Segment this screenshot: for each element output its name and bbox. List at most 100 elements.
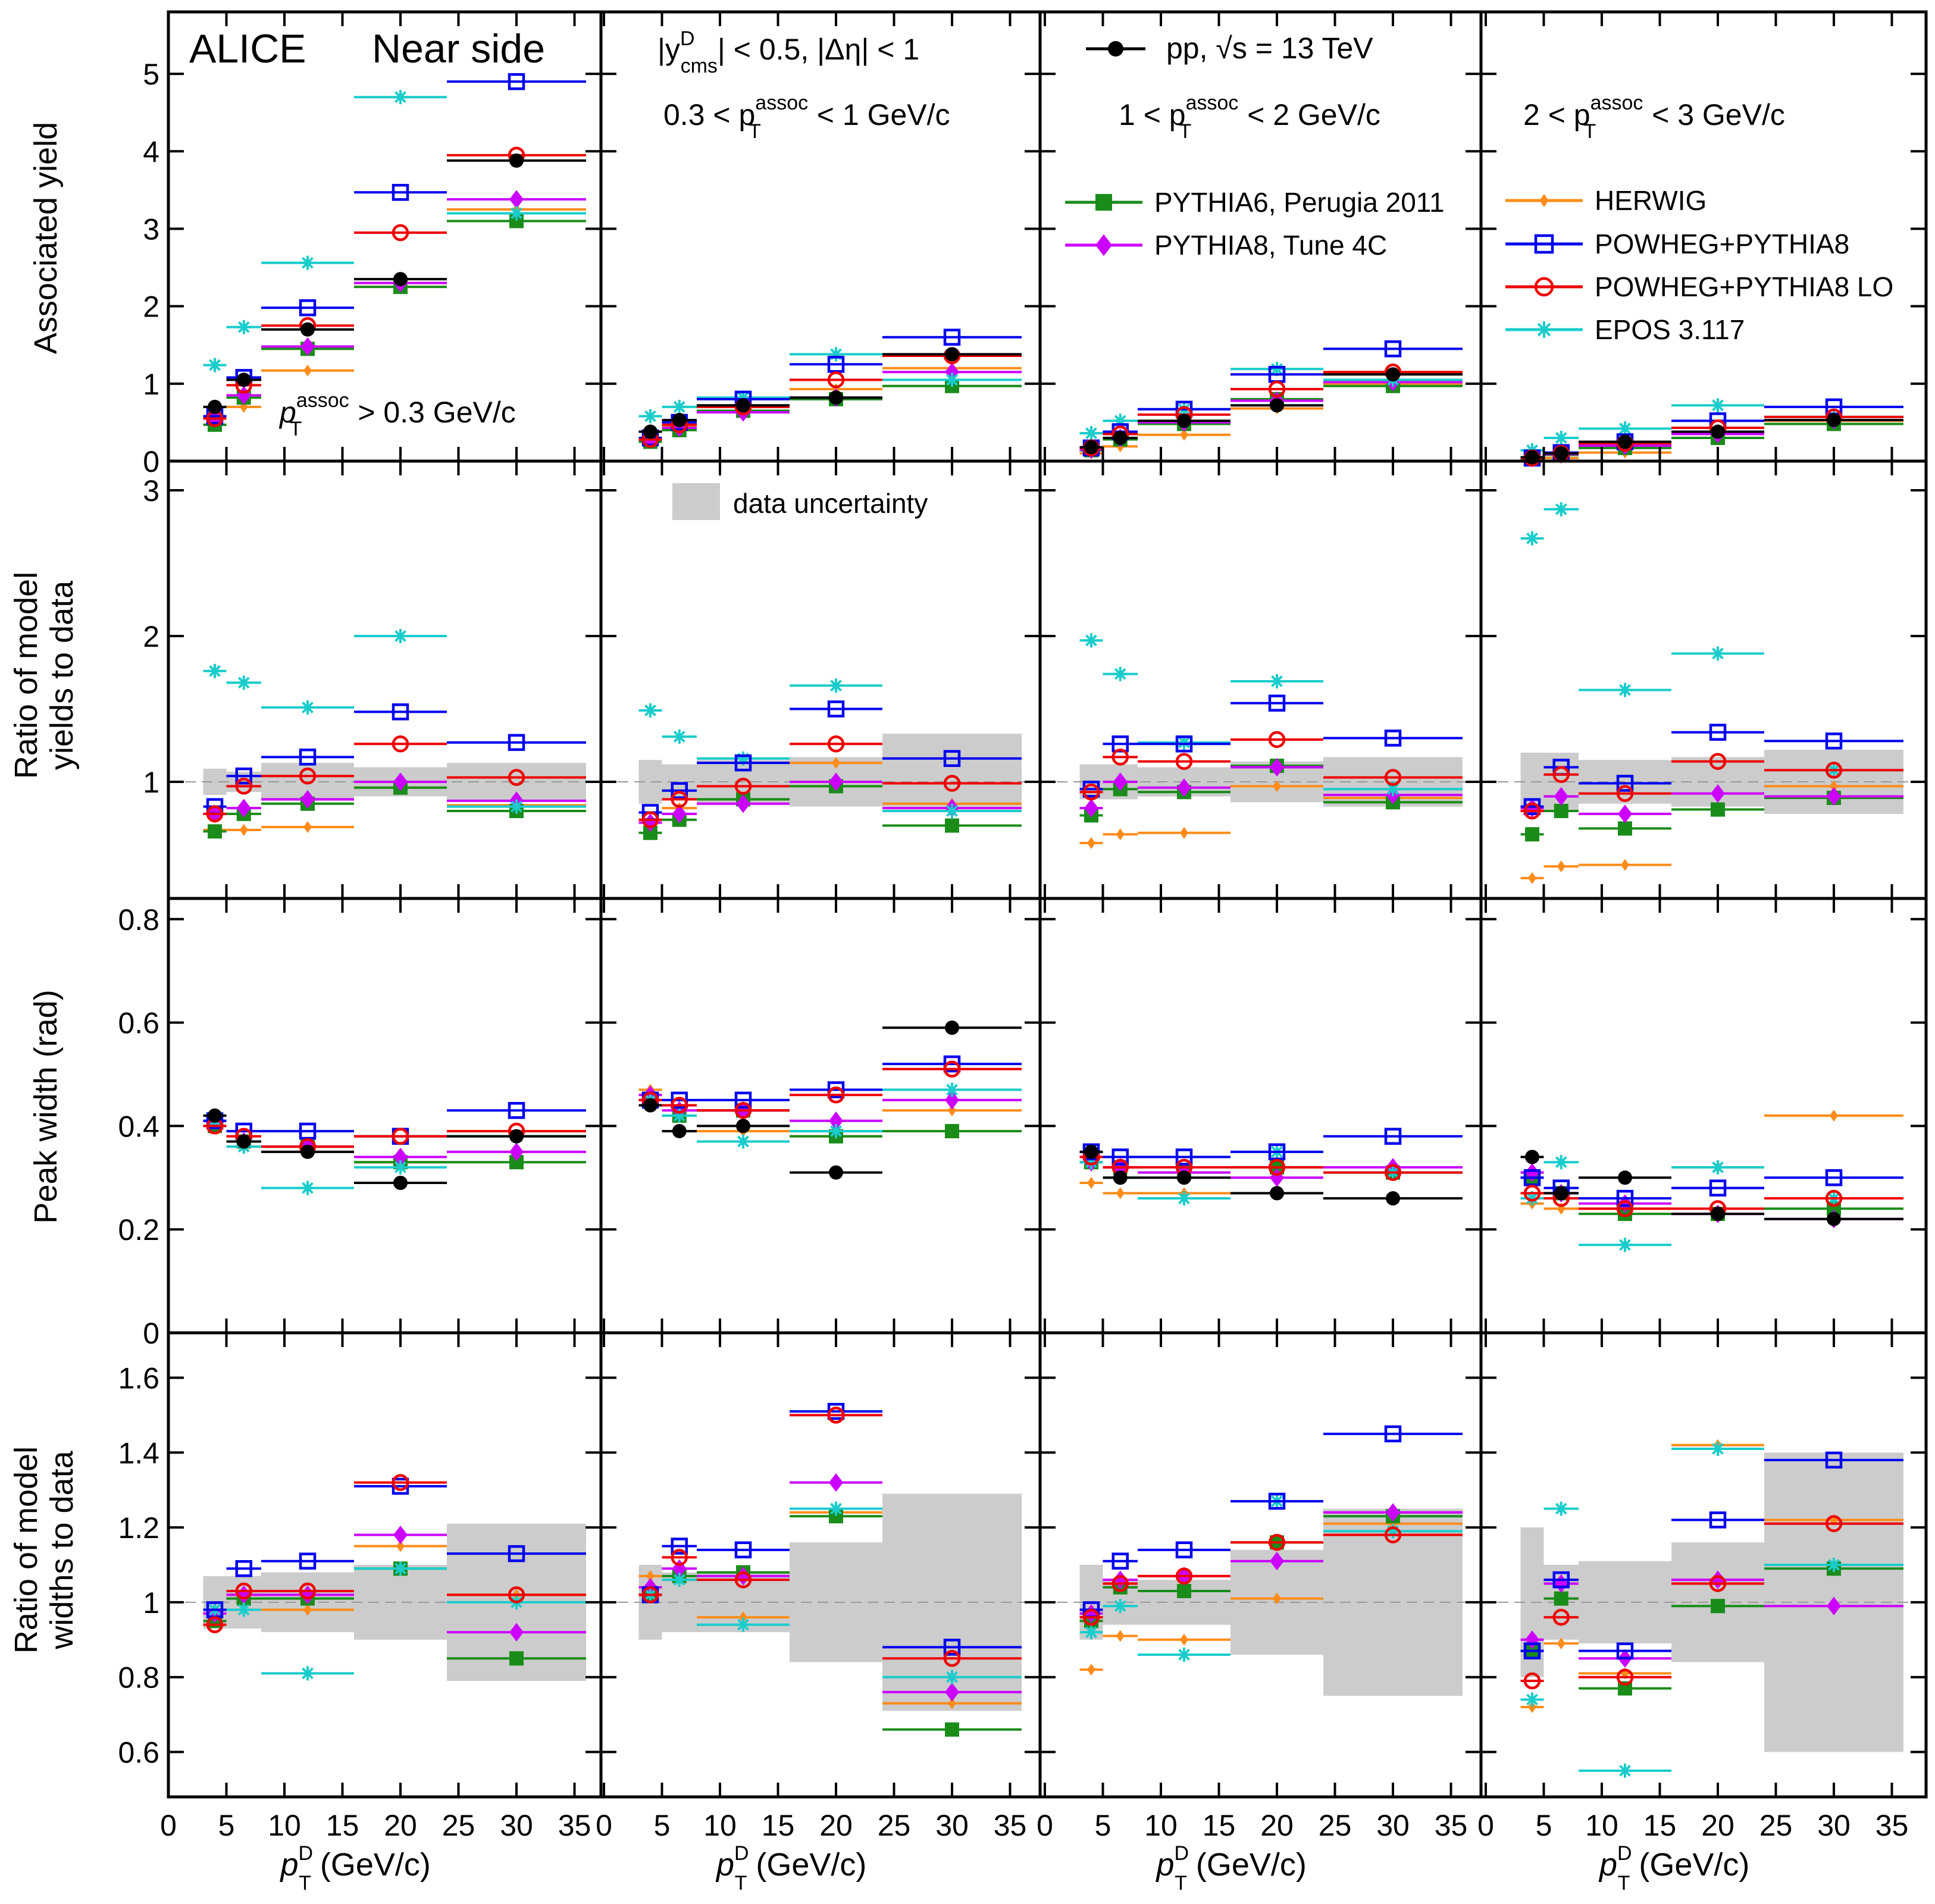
y-tick-label-r1: 1: [143, 766, 159, 799]
point-p8-r1c3p4: [1827, 787, 1841, 806]
point-p6-r2c1p4: [945, 1124, 959, 1139]
point-data-r0c3p4: [1827, 413, 1841, 428]
point-herwig-r3c2p1: [1116, 1630, 1125, 1642]
point-data-r0c2p2: [1177, 414, 1191, 428]
point-herwig-r2c2p0: [1087, 1176, 1095, 1189]
point-herwig-r1c2p3: [1273, 780, 1281, 793]
point-powheg_lo-r3c3p2: [1616, 1668, 1634, 1686]
point-p8-r1c0p2: [300, 790, 315, 809]
point-powheg_lo-r1c3p1: [1552, 766, 1570, 783]
x-title-sup: D: [1175, 1842, 1189, 1865]
point-herwig-r1c0p2: [303, 821, 312, 833]
point-data-r2c0p4: [509, 1129, 524, 1144]
point-epos-r1c3p3: [1711, 646, 1725, 661]
point-data-r2c2p3: [1270, 1186, 1284, 1201]
point-data-r2c2p2: [1177, 1170, 1191, 1185]
point-epos-r2c2p2: [1177, 1191, 1191, 1206]
point-herwig-r0c0p2: [303, 364, 312, 377]
point-epos-r0c3p1: [1554, 430, 1568, 445]
point-p8-r2c1p3: [829, 1111, 843, 1130]
point-p6-r3c3p1: [1554, 1591, 1568, 1606]
x-tick-label-c1: 5: [654, 1809, 671, 1842]
point-data-r0c0p4: [509, 153, 524, 168]
point-powheg-r3c2p1: [1111, 1552, 1129, 1570]
x-tick-label-c2: 10: [1144, 1809, 1178, 1842]
x-tick-label-c2: 25: [1319, 1809, 1352, 1842]
legend-label-powheg_lo: POWHEG+PYTHIA8 LO: [1595, 271, 1893, 302]
point-herwig-r3c3p1: [1557, 1637, 1565, 1650]
x-title-sup: D: [734, 1842, 749, 1865]
point-herwig-r3c1p0: [646, 1570, 655, 1582]
x-title-unit: (GeV/c): [1630, 1847, 1749, 1883]
point-epos-r0c0p1: [236, 320, 251, 334]
point-p8-r1c1p3: [829, 772, 843, 791]
y-title-row4-line1: Ratio of model: [8, 1446, 44, 1654]
point-powheg_lo-r3c1p0: [641, 1586, 659, 1604]
point-data-r2c1p1: [672, 1124, 687, 1139]
x-tick-label-c1: 10: [703, 1809, 737, 1842]
alice-label: ALICE: [189, 26, 306, 71]
point-epos-r2c1p2: [736, 1134, 750, 1149]
x-title-sub: T: [299, 1872, 311, 1894]
point-data-r0c1p3: [829, 390, 843, 405]
legend-marker-herwig: [1539, 194, 1549, 207]
point-powheg_lo-r3c0p3: [392, 1474, 409, 1491]
x-tick-label-c3: 35: [1875, 1809, 1909, 1842]
point-powheg-r1c3p3: [1709, 724, 1727, 741]
x-tick-label-c2: 35: [1435, 1809, 1468, 1842]
point-epos-r0c1p3: [829, 347, 843, 362]
point-powheg-r3c2p4: [1384, 1425, 1402, 1443]
point-powheg-r2c3p2: [1616, 1189, 1634, 1207]
point-p6-r1c1p4: [945, 818, 959, 833]
point-powheg_lo-r3c1p2: [734, 1571, 752, 1589]
y-tick-label-r3: 1.4: [118, 1436, 159, 1470]
point-powheg-r1c3p2: [1616, 775, 1634, 792]
point-data-r0c3p3: [1711, 424, 1725, 439]
point-epos-r2c3p3: [1711, 1160, 1725, 1175]
point-epos-r1c2p1: [1113, 666, 1128, 681]
point-powheg-r3c3p4: [1825, 1451, 1843, 1469]
point-herwig-r3c1p2: [739, 1611, 747, 1624]
x-tick-label-c0: 5: [218, 1809, 235, 1842]
point-herwig-r1c2p1: [1116, 828, 1125, 841]
point-powheg_lo-r2c3p4: [1825, 1189, 1843, 1207]
point-epos-r0c0p4: [509, 206, 524, 221]
point-data-r2c1p0: [643, 1098, 657, 1113]
y-title-row4-line2: widths to data: [44, 1450, 80, 1649]
point-powheg-r1c0p3: [392, 703, 409, 721]
x-axis-titles: pD T (GeV/c) pD T (GeV/c) pD T (GeV/c) pD T (Ge…: [280, 1842, 1750, 1894]
x-tick-label-c1: 0: [596, 1809, 612, 1842]
y-tick-label-r2: 0.4: [118, 1110, 159, 1143]
legend-label-powheg: POWHEG+PYTHIA8: [1595, 228, 1849, 259]
point-powheg_lo-r3c1p1: [671, 1549, 688, 1566]
x-tick-label-c3: 15: [1643, 1809, 1677, 1842]
point-powheg_lo-r1c0p2: [299, 767, 317, 785]
point-epos-r1c0p0: [208, 663, 222, 678]
x-tick-label-c3: 10: [1585, 1809, 1618, 1842]
point-powheg_lo-r2c0p3: [392, 1128, 409, 1145]
point-data-r0c2p0: [1084, 440, 1098, 455]
point-herwig-r1c3p1: [1557, 860, 1565, 873]
point-powheg-r1c1p4: [943, 750, 961, 768]
legend-marker-powheg_lo: [1534, 277, 1554, 297]
point-powheg-r2c1p3: [827, 1081, 845, 1098]
point-p8-r1c2p2: [1177, 778, 1191, 797]
point-epos-r1c1p3: [829, 678, 843, 693]
point-powheg-r2c1p4: [943, 1055, 961, 1073]
point-herwig-r2c1p4: [948, 1104, 956, 1117]
x-tick-label-c1: 35: [994, 1809, 1027, 1842]
point-powheg_lo-r2c2p3: [1268, 1158, 1286, 1176]
point-powheg_lo-r1c0p1: [235, 778, 252, 795]
point-powheg-r1c0p4: [508, 734, 525, 751]
point-epos-r2c1p4: [945, 1082, 959, 1097]
point-powheg_lo-r3c3p1: [1552, 1608, 1570, 1626]
point-epos-r0c3p2: [1618, 421, 1632, 436]
y-tick-label-r3: 0.6: [118, 1736, 159, 1770]
system-legend-entry: pp, √s = 13 TeV: [1086, 32, 1373, 65]
y-tick-label-r0: 5: [143, 58, 159, 91]
point-epos-r0c1p4: [945, 372, 959, 387]
point-epos-r2c0p2: [300, 1180, 315, 1195]
x-title-unit: (GeV/c): [1187, 1847, 1307, 1883]
point-powheg-r2c3p4: [1825, 1169, 1843, 1186]
x-title-sub: T: [735, 1872, 747, 1894]
